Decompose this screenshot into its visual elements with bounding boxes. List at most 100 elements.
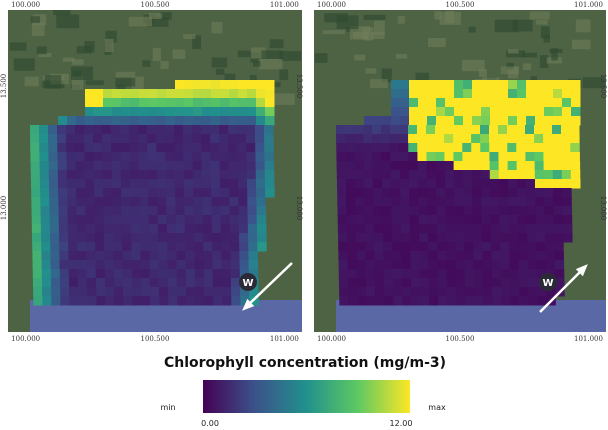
chl-cell bbox=[381, 152, 391, 162]
chl-cell bbox=[526, 161, 536, 171]
top-label: 100.000 bbox=[317, 1, 346, 9]
chl-cell bbox=[186, 260, 196, 270]
chl-cell bbox=[528, 278, 538, 288]
chl-cell bbox=[240, 260, 250, 270]
chl-cell bbox=[491, 224, 501, 234]
chl-cell bbox=[194, 224, 204, 234]
chl-cell bbox=[498, 125, 508, 135]
chl-cell bbox=[519, 287, 529, 297]
chl-cell bbox=[202, 89, 212, 99]
chl-cell bbox=[392, 242, 402, 252]
chl-cell bbox=[222, 278, 232, 288]
chl-cell bbox=[429, 278, 439, 288]
chl-cell bbox=[211, 89, 221, 99]
chl-cell bbox=[338, 215, 348, 225]
chl-cell bbox=[463, 188, 473, 198]
chl-cell bbox=[553, 80, 563, 90]
chl-cell bbox=[69, 287, 79, 297]
chl-cell bbox=[122, 251, 132, 261]
chl-cell bbox=[545, 251, 555, 261]
chl-cell bbox=[348, 278, 358, 288]
chl-cell bbox=[464, 251, 474, 261]
chl-cell bbox=[121, 161, 130, 171]
chl-cell bbox=[139, 197, 149, 207]
chl-cell bbox=[465, 287, 475, 297]
chl-cell bbox=[444, 143, 454, 153]
chl-cell bbox=[203, 233, 213, 243]
chl-cell bbox=[554, 233, 564, 243]
chl-cell bbox=[393, 287, 403, 297]
chl-cell bbox=[168, 287, 178, 297]
chl-cell bbox=[247, 89, 257, 99]
chl-cell bbox=[501, 287, 511, 297]
land-texture bbox=[428, 38, 446, 47]
chl-cell bbox=[33, 269, 43, 279]
chl-cell bbox=[436, 98, 446, 108]
chl-cell bbox=[156, 143, 166, 153]
chl-cell bbox=[356, 233, 366, 243]
chl-cell bbox=[159, 269, 169, 279]
chl-cell bbox=[408, 125, 418, 135]
land-texture bbox=[216, 69, 224, 75]
land-texture bbox=[259, 59, 283, 69]
chl-cell bbox=[382, 170, 392, 180]
chl-cell bbox=[131, 215, 141, 225]
chl-cell bbox=[465, 296, 475, 306]
chl-cell bbox=[383, 251, 393, 261]
chl-cell bbox=[67, 116, 77, 126]
land-texture bbox=[530, 11, 550, 19]
chl-cell bbox=[211, 170, 221, 180]
chl-cell bbox=[210, 143, 220, 153]
chl-cell bbox=[337, 197, 347, 207]
chl-cell bbox=[483, 296, 493, 306]
chl-cell bbox=[498, 134, 508, 144]
chl-cell bbox=[535, 107, 545, 117]
chl-cell bbox=[265, 107, 275, 117]
chl-cell bbox=[534, 125, 544, 135]
chl-cell bbox=[60, 278, 70, 288]
chl-cell bbox=[256, 80, 266, 90]
chl-cell bbox=[158, 215, 168, 225]
chl-cell bbox=[130, 161, 140, 171]
chl-cell bbox=[257, 233, 267, 243]
chl-cell bbox=[508, 89, 518, 99]
chl-cell bbox=[58, 179, 67, 189]
chl-cell bbox=[507, 125, 517, 135]
chl-cell bbox=[39, 143, 49, 153]
bottom-label: 101.000 bbox=[574, 335, 603, 343]
chl-cell bbox=[491, 206, 501, 216]
chl-cell bbox=[184, 80, 194, 90]
chl-cell bbox=[195, 269, 205, 279]
chl-cell bbox=[339, 260, 349, 270]
chl-cell bbox=[393, 296, 403, 306]
chl-cell bbox=[537, 296, 547, 306]
chl-cell bbox=[238, 116, 248, 126]
chl-cell bbox=[159, 296, 169, 306]
chl-cell bbox=[545, 224, 555, 234]
chl-cell bbox=[492, 260, 502, 270]
chl-cell bbox=[519, 269, 529, 279]
chl-cell bbox=[104, 215, 114, 225]
chl-cell bbox=[193, 116, 203, 126]
chl-cell bbox=[455, 224, 465, 234]
chl-cell bbox=[528, 269, 538, 279]
chl-cell bbox=[518, 215, 528, 225]
chl-cell bbox=[113, 206, 123, 216]
chl-cell bbox=[562, 161, 572, 171]
chl-cell bbox=[211, 179, 221, 189]
chl-cell bbox=[195, 296, 205, 306]
chl-cell bbox=[157, 116, 167, 126]
chl-cell bbox=[391, 116, 401, 126]
chl-cell bbox=[186, 278, 196, 288]
chl-cell bbox=[31, 197, 41, 207]
chl-cell bbox=[419, 215, 429, 225]
chl-cell bbox=[447, 278, 457, 288]
chl-cell bbox=[230, 206, 240, 216]
land-texture bbox=[354, 55, 365, 61]
chl-cell bbox=[219, 134, 229, 144]
chl-cell bbox=[465, 278, 475, 288]
chl-cell bbox=[463, 116, 473, 126]
chl-cell bbox=[166, 197, 176, 207]
chl-cell bbox=[132, 269, 142, 279]
chl-cell bbox=[526, 188, 536, 198]
